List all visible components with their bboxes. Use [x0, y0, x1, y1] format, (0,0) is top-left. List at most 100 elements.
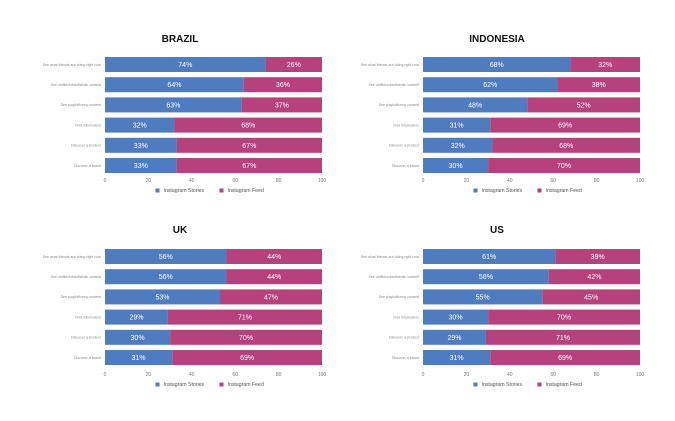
data-label: 68% [490, 62, 504, 69]
data-label: 52% [577, 102, 591, 109]
bar-stories [105, 350, 173, 365]
legend-label: Instagram Feed [546, 382, 582, 388]
data-label: 63% [166, 102, 180, 109]
category-label: See what friends are doing right now [361, 255, 420, 259]
legend-label: Instagram Feed [228, 188, 264, 194]
category-label: See unfiltered/authentic content [50, 83, 101, 87]
bar-stories [423, 97, 528, 113]
bar-stories [105, 329, 171, 345]
legend-swatch-feed [219, 188, 224, 193]
category-label: Find information [393, 123, 419, 127]
x-tick-label: 60 [232, 178, 238, 184]
chart-title: US [490, 225, 504, 236]
bar-stories [105, 289, 221, 305]
x-tick-label: 80 [276, 178, 282, 184]
category-label: Discover a brand [74, 164, 101, 168]
data-label: 30% [449, 315, 463, 322]
data-label: 29% [129, 315, 143, 322]
category-label: See playful/funny content [61, 295, 101, 299]
bar-stories [105, 309, 168, 325]
bar-feed [226, 249, 322, 264]
bar-stories [423, 57, 571, 72]
data-label: 70% [239, 335, 253, 342]
data-label: 31% [450, 355, 464, 362]
data-label: 32% [598, 62, 612, 69]
legend: Instagram Stories Instagram Feed [473, 188, 582, 194]
x-tick-label: 20 [146, 372, 152, 378]
x-tick-label: 20 [464, 372, 470, 378]
data-label: 61% [482, 254, 496, 261]
legend-swatch-feed [537, 188, 542, 193]
x-tick-label: 40 [189, 372, 195, 378]
data-label: 44% [267, 254, 281, 261]
data-label: 67% [242, 163, 256, 170]
x-tick-label: 100 [636, 178, 645, 184]
x-tick-label: 100 [318, 178, 327, 184]
x-tick-label: 40 [507, 372, 513, 378]
data-label: 71% [238, 315, 252, 322]
bar-feed [527, 97, 640, 113]
legend-label: Instagram Stories [482, 382, 523, 388]
category-label: Discover a product [389, 336, 419, 340]
data-label: 55% [476, 294, 490, 301]
data-label: 64% [167, 82, 181, 89]
bar-stories [105, 97, 242, 113]
bar-stories [105, 269, 227, 285]
chart-panel: BRAZIL See what friends are doing right n… [43, 34, 327, 194]
chart-panel: INDONESIA See what friends are doing righ… [361, 34, 645, 194]
data-label: 30% [131, 335, 145, 342]
data-label: 32% [451, 143, 465, 150]
bar-stories [105, 249, 227, 264]
data-label: 53% [155, 294, 169, 301]
bar-feed [488, 309, 640, 325]
category-label: Discover a brand [392, 356, 419, 360]
data-label: 69% [558, 123, 572, 130]
data-label: 26% [287, 62, 301, 69]
data-label: 67% [242, 143, 256, 150]
legend: Instagram Stories Instagram Feed [155, 188, 264, 194]
bar-feed [570, 57, 640, 72]
category-label: See unfiltered/authentic content [50, 275, 101, 279]
data-label: 33% [134, 163, 148, 170]
bar-feed [265, 57, 322, 72]
x-tick-label: 60 [550, 178, 556, 184]
data-label: 29% [447, 335, 461, 342]
legend-label: Instagram Feed [228, 382, 264, 388]
legend-label: Instagram Feed [546, 188, 582, 194]
bar-feed [490, 117, 640, 133]
chart-panel: UK See what friends are doing right now 56… [43, 225, 327, 388]
category-label: Find information [75, 315, 101, 319]
category-label: Discover a product [71, 144, 101, 148]
bar-stories [423, 350, 491, 365]
category-label: See playful/funny content [61, 103, 101, 107]
data-label: 45% [584, 294, 598, 301]
bar-stories [423, 249, 556, 264]
bar-feed [220, 289, 322, 305]
bar-stories [105, 77, 244, 93]
x-tick-label: 0 [104, 178, 107, 184]
data-label: 70% [557, 315, 571, 322]
bar-feed [172, 350, 322, 365]
bar-stories [423, 269, 549, 285]
data-label: 31% [132, 355, 146, 362]
bar-feed [243, 77, 322, 93]
category-label: See what friends are doing right now [43, 63, 102, 67]
bar-feed [176, 137, 322, 153]
data-label: 33% [134, 143, 148, 150]
category-label: Discover a brand [392, 164, 419, 168]
category-label: Find information [393, 315, 419, 319]
legend-label: Instagram Stories [482, 188, 523, 194]
bar-feed [226, 269, 322, 285]
bar-stories [105, 117, 175, 133]
chart-title: BRAZIL [162, 34, 199, 45]
legend-swatch-stories [155, 188, 160, 193]
category-label: See unfiltered/authentic content [368, 83, 419, 87]
bar-feed [490, 350, 640, 365]
category-label: See unfiltered/authentic content [368, 275, 419, 279]
category-label: See playful/funny content [379, 103, 419, 107]
bar-feed [167, 309, 322, 325]
data-label: 31% [450, 123, 464, 130]
x-tick-label: 60 [232, 372, 238, 378]
data-label: 74% [178, 62, 192, 69]
